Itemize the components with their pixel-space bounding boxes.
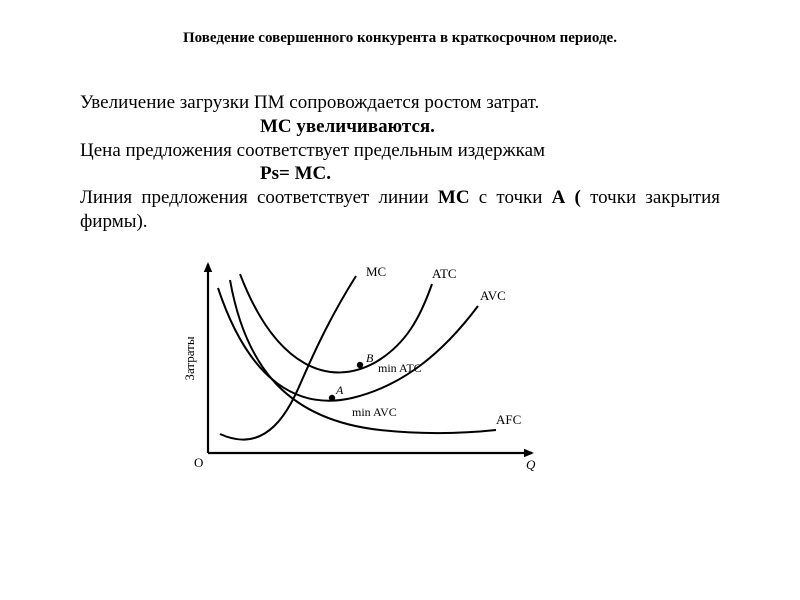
svg-text:B: B [366, 351, 374, 365]
body-text: Увеличение загрузки ПМ сопровождается ро… [80, 91, 720, 234]
svg-text:min AVC: min AVC [352, 405, 397, 419]
svg-text:MC: MC [366, 264, 386, 279]
para3-c: с точки [470, 187, 552, 208]
para2: Цена предложения соответствует предельны… [80, 140, 545, 161]
svg-text:AFC: AFC [496, 412, 521, 427]
svg-text:AVC: AVC [480, 288, 506, 303]
svg-text:ATC: ATC [432, 266, 457, 281]
svg-text:Затраты: Затраты [182, 336, 197, 380]
para3-a: Линия предложения соответствует линии [80, 187, 438, 208]
para1: Увеличение загрузки ПМ сопровождается ро… [80, 92, 539, 113]
para3-mc: МС [438, 187, 470, 208]
emphasis-ps-mc: Ps= MC. [80, 162, 720, 186]
svg-text:A: A [335, 383, 344, 397]
svg-text:min ATC: min ATC [378, 361, 422, 375]
svg-text:O: O [194, 455, 203, 470]
svg-text:Q: Q [526, 457, 536, 472]
para3-point-a: А ( [552, 187, 581, 208]
page-title: Поведение совершенного конкурента в крат… [80, 30, 720, 47]
emphasis-mc-increase: МС увеличиваются. [80, 115, 720, 139]
cost-curves-chart: Затраты O Q MC ATC AVC AFC A Bmin ATC min AVC [180, 258, 720, 478]
